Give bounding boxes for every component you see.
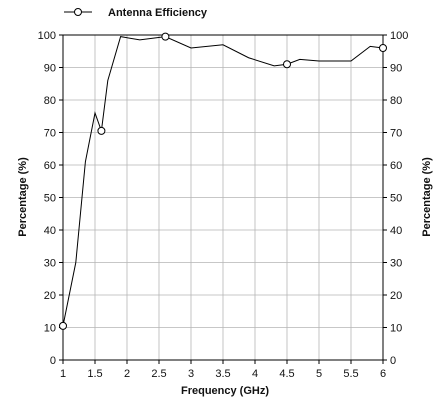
y-tick-label-left: 40	[44, 225, 56, 237]
y-tick-label-right: 80	[390, 95, 402, 107]
data-point-marker	[97, 126, 106, 135]
series-layer	[59, 32, 387, 330]
x-tick-label: 3.5	[215, 368, 230, 380]
y-tick-label-left: 70	[44, 128, 56, 140]
x-tick-label: 2	[124, 368, 130, 380]
data-point-marker	[59, 321, 67, 330]
y-tick-label-left: 10	[44, 323, 56, 335]
x-tick-label: 1	[60, 368, 66, 380]
y-tick-label-right: 30	[390, 258, 402, 270]
x-tick-label: 6	[380, 368, 386, 380]
y-tick-label-left: 20	[44, 290, 56, 302]
legend-label: Antenna Efficiency	[108, 7, 208, 19]
x-axis-label: Frequency (GHz)	[181, 385, 269, 397]
y-tick-label-left: 100	[38, 30, 56, 42]
y-tick-label-right: 70	[390, 128, 402, 140]
data-point-marker	[161, 32, 170, 41]
x-tick-label: 5.5	[343, 368, 358, 380]
y-ticks-right: 0 10 20 30 40 50 60 70 80 90 100	[383, 30, 408, 367]
grid	[62, 34, 384, 361]
data-point-marker	[283, 60, 291, 69]
x-ticks: 1 1.5 2 2.5 3 3.5 4 4.5 5 5.5 6	[60, 360, 386, 380]
y-tick-label-left: 30	[44, 258, 56, 270]
y-tick-label-right: 10	[390, 323, 402, 335]
y-axis-label-left: Percentage (%)	[17, 157, 29, 237]
y-tick-label-right: 100	[390, 30, 408, 42]
legend-marker-icon	[74, 8, 82, 16]
y-tick-label-left: 80	[44, 95, 56, 107]
x-tick-label: 1.5	[87, 368, 102, 380]
y-tick-label-right: 0	[390, 355, 396, 367]
y-tick-label-right: 50	[390, 193, 402, 205]
y-tick-label-left: 60	[44, 160, 56, 172]
x-tick-label: 5	[316, 368, 322, 380]
series-line	[62, 36, 384, 326]
y-tick-label-left: 50	[44, 193, 56, 205]
x-tick-label: 2.5	[151, 368, 166, 380]
legend: Antenna Efficiency	[64, 7, 208, 19]
y-tick-label-left: 90	[44, 63, 56, 75]
x-tick-label: 4.5	[279, 368, 294, 380]
y-tick-label-left: 0	[50, 355, 56, 367]
y-tick-label-right: 90	[390, 63, 402, 75]
y-tick-label-right: 60	[390, 160, 402, 172]
y-ticks-left: 0 10 20 30 40 50 60 70 80 90 100	[38, 30, 63, 367]
y-axis-label-right: Percentage (%)	[421, 157, 433, 237]
data-point-marker	[379, 44, 387, 52]
y-tick-label-right: 40	[390, 225, 402, 237]
y-tick-label-right: 20	[390, 290, 402, 302]
x-tick-label: 4	[252, 368, 258, 380]
x-tick-label: 3	[188, 368, 194, 380]
